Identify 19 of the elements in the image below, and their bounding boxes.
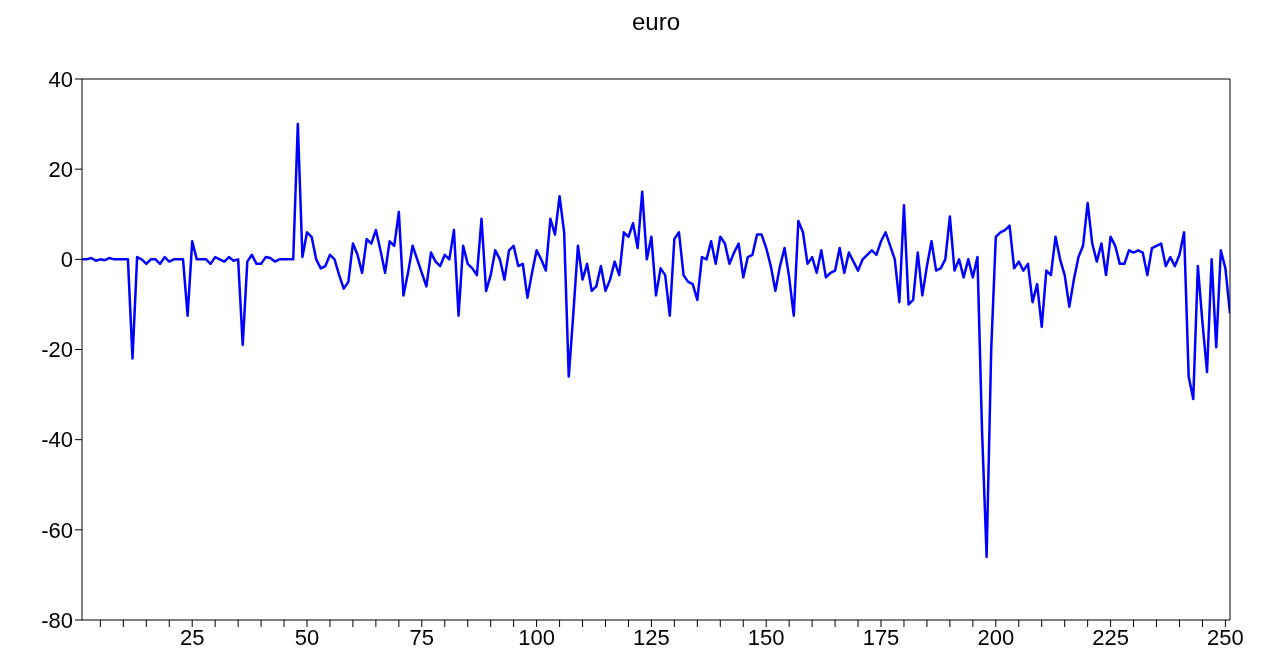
x-tick-label: 100 [518,624,555,650]
line-series [82,122,1230,559]
x-tick-label: 225 [1092,624,1129,650]
y-tick-label: 40 [48,66,73,92]
y-tick-label: 0 [60,247,73,273]
x-tick-label: 150 [747,624,785,650]
x-tick-label: 75 [409,624,435,650]
chart-title: euro [630,8,681,36]
y-tick-label: -80 [41,607,73,633]
x-tick-label: 50 [294,624,320,650]
x-tick-label: 125 [633,624,670,650]
y-tick-label: -60 [41,517,73,543]
y-tick-label: 20 [48,156,73,182]
x-tick-label: 200 [977,624,1015,650]
x-tick-label: 250 [1207,624,1244,650]
y-tick-label: -20 [41,337,73,363]
y-tick-label: -40 [41,427,73,453]
x-tick-label: 25 [179,624,205,650]
x-tick-label: 175 [862,624,900,650]
